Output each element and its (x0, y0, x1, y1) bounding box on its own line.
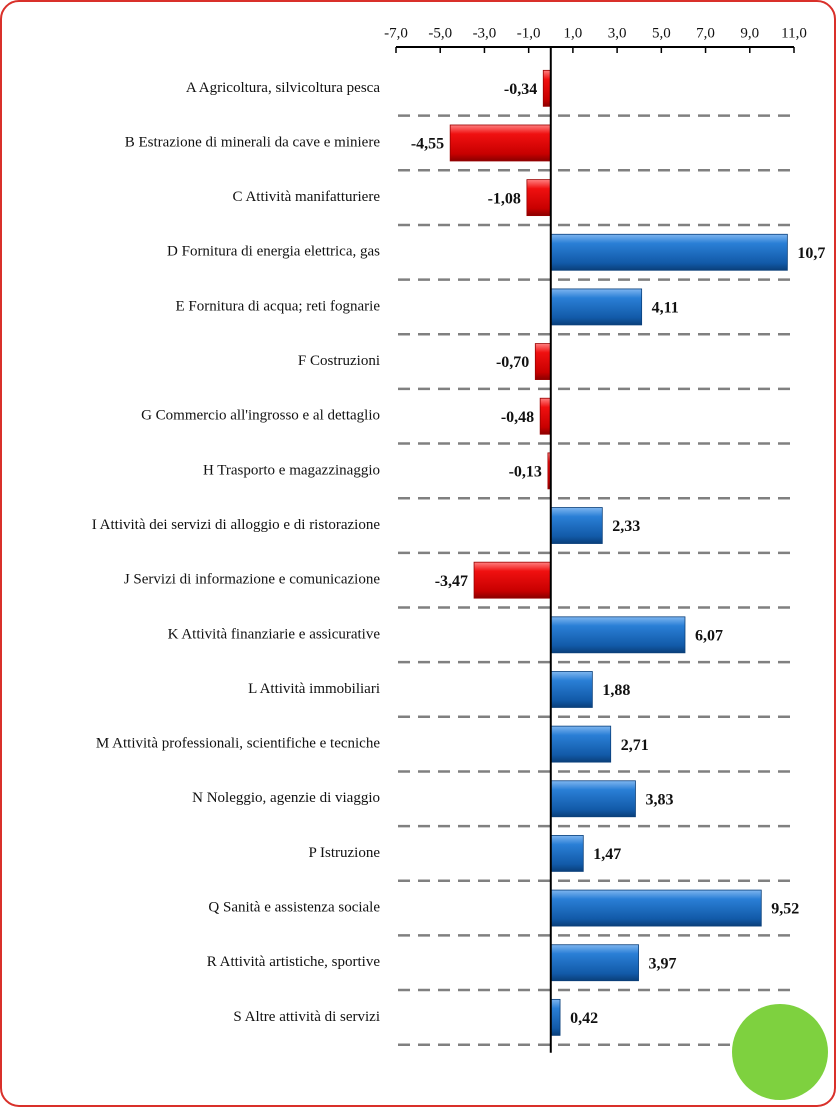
bar (550, 288, 643, 326)
bar (550, 998, 561, 1036)
y-tick-label: K Attività finanziarie e assicurative (168, 626, 381, 642)
y-tick-label: S Altre attività di servizi (233, 1009, 380, 1025)
bar (542, 69, 552, 107)
x-tick-label: 5,0 (652, 25, 671, 41)
y-tick-label: P Istruzione (308, 845, 380, 861)
x-tick-label: 3,0 (608, 25, 627, 41)
y-tick-label: Q Sanità e assistenza sociale (208, 900, 380, 916)
data-label: 9,52 (771, 901, 799, 918)
data-label: -3,47 (435, 573, 468, 590)
y-tick-label: R Attività artistiche, sportive (207, 954, 381, 970)
data-label: -0,34 (504, 81, 537, 98)
bar (550, 507, 603, 544)
data-label: 6,07 (695, 627, 723, 644)
data-label: 10,7 (797, 245, 825, 262)
y-tick-label: G Commercio all'ingrosso e al dettaglio (141, 408, 380, 424)
data-label: -0,48 (501, 409, 534, 426)
bar (550, 944, 639, 982)
data-label: 3,83 (645, 791, 673, 808)
plot-area: -7,0 -5,0 -3,0 -1,0 1,0 3,0 5,0 7,0 9,0 11,0 A Agr… (92, 25, 825, 1053)
data-label: 2,71 (621, 737, 649, 754)
y-tick-label: M Attività professionali, scientifiche e… (96, 736, 380, 752)
data-label: -0,13 (509, 464, 542, 481)
data-label: 3,97 (649, 955, 677, 972)
data-label: 2,33 (612, 518, 640, 535)
data-label: 1,47 (593, 846, 621, 863)
bar (550, 616, 686, 654)
x-tick-label: 7,0 (696, 25, 715, 41)
bar (539, 397, 552, 435)
y-tick-label: L Attività immobiliari (248, 681, 380, 697)
bar (449, 124, 552, 162)
y-tick-label: I Attività dei servizi di alloggio e di … (92, 517, 381, 533)
x-tick-label: 1,0 (564, 25, 583, 41)
y-tick-label: A Agricoltura, silvicoltura pesca (186, 80, 380, 96)
y-tick-label: B Estrazione di minerali da cave e minie… (125, 134, 381, 150)
bar (534, 343, 552, 380)
x-tick-label: -3,0 (473, 25, 497, 41)
bar (473, 561, 552, 599)
data-label: -4,55 (411, 136, 444, 153)
data-label: 1,88 (602, 682, 630, 699)
y-tick-label: H Trasporto e magazzinaggio (203, 462, 380, 478)
bar (550, 725, 612, 763)
data-label: 4,11 (652, 300, 679, 317)
x-tick-label: -7,0 (384, 25, 408, 41)
y-tick-label: E Fornitura di acqua; reti fognarie (175, 298, 380, 314)
bar (550, 233, 788, 271)
bar (550, 835, 584, 872)
bar (550, 780, 636, 818)
x-tick-label: -5,0 (428, 25, 452, 41)
y-tick-label: J Servizi di informazione e comunicazion… (124, 572, 380, 588)
bar (550, 889, 762, 927)
decoration-circle (732, 1004, 828, 1100)
y-tick-label: C Attività manifatturiere (233, 189, 381, 205)
x-tick-label: 11,0 (781, 25, 807, 41)
data-label: -0,70 (496, 354, 529, 371)
y-tick-label: D Fornitura di energia elettrica, gas (167, 244, 380, 260)
y-tick-label: F Costruzioni (298, 353, 380, 369)
x-tick-label: 9,0 (740, 25, 759, 41)
bar (526, 179, 552, 217)
x-tick-label: -1,0 (517, 25, 541, 41)
y-tick-label: N Noleggio, agenzie di viaggio (192, 790, 380, 806)
data-label: 0,42 (570, 1010, 598, 1027)
data-label: -1,08 (488, 190, 521, 207)
bar (550, 671, 593, 708)
